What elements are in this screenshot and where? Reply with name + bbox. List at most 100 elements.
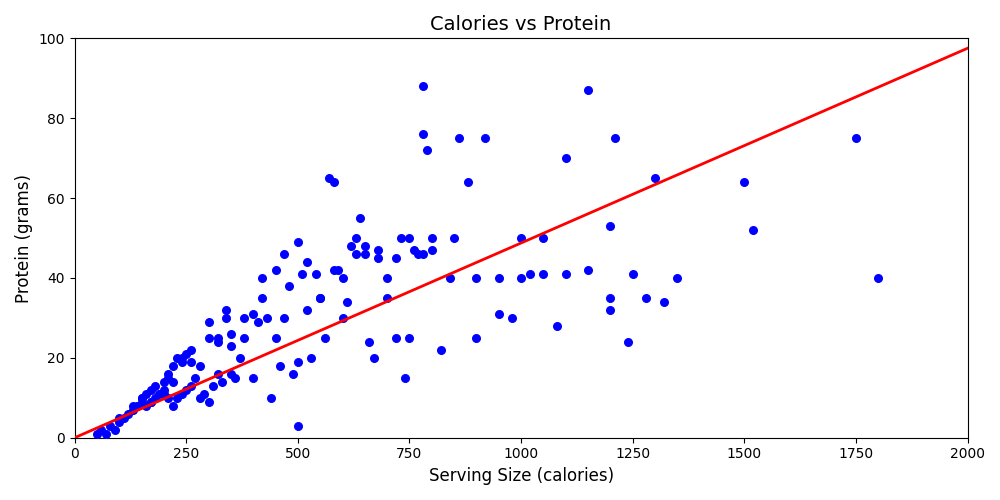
Point: [352, 214, 368, 222]
Point: [210, 334, 226, 342]
Point: [580, 266, 596, 274]
Point: [183, 382, 199, 390]
Point: [326, 266, 342, 274]
Point: [558, 270, 574, 278]
Point: [268, 266, 284, 274]
Point: [410, 250, 426, 258]
Point: [504, 314, 520, 322]
Point: [178, 350, 194, 358]
Point: [580, 86, 596, 94]
Point: [165, 362, 181, 370]
Point: [147, 382, 163, 390]
Point: [138, 390, 154, 398]
Point: [165, 402, 181, 410]
Point: [321, 174, 337, 182]
Point: [107, 426, 123, 434]
Point: [343, 242, 359, 250]
Point: [401, 234, 417, 242]
Point: [468, 274, 484, 282]
Point: [326, 178, 342, 186]
Point: [638, 294, 654, 302]
Point: [446, 234, 462, 242]
Point: [134, 398, 150, 406]
Point: [433, 346, 449, 354]
Point: [214, 378, 230, 386]
Point: [312, 294, 328, 302]
Point: [218, 314, 234, 322]
Point: [299, 258, 315, 266]
Point: [348, 250, 364, 258]
Point: [424, 234, 440, 242]
Point: [388, 254, 404, 262]
Point: [285, 370, 301, 378]
Point: [348, 234, 364, 242]
Point: [120, 410, 136, 418]
Point: [317, 334, 333, 342]
Point: [268, 334, 284, 342]
Point: [223, 342, 239, 350]
Point: [232, 354, 248, 362]
Point: [870, 274, 886, 282]
Point: [250, 318, 266, 326]
Point: [549, 322, 565, 330]
Point: [607, 134, 623, 142]
Point: [477, 134, 493, 142]
Point: [379, 294, 395, 302]
Point: [415, 82, 431, 90]
Point: [125, 402, 141, 410]
Point: [160, 370, 176, 378]
Point: [236, 334, 252, 342]
Point: [625, 270, 641, 278]
X-axis label: Serving Size (calories): Serving Size (calories): [429, 467, 614, 485]
Point: [451, 134, 467, 142]
Point: [223, 330, 239, 338]
Point: [125, 406, 141, 414]
Point: [535, 270, 551, 278]
Point: [522, 270, 538, 278]
Point: [205, 382, 221, 390]
Point: [330, 266, 346, 274]
Point: [281, 282, 297, 290]
Point: [111, 418, 127, 426]
Point: [290, 238, 306, 246]
Point: [379, 274, 395, 282]
Point: [602, 294, 618, 302]
Y-axis label: Protein (grams): Protein (grams): [15, 174, 33, 302]
Point: [143, 386, 159, 394]
Point: [419, 146, 435, 154]
Point: [259, 314, 275, 322]
Point: [669, 274, 685, 282]
Point: [116, 414, 132, 422]
Point: [513, 234, 529, 242]
Point: [535, 234, 551, 242]
Point: [312, 294, 328, 302]
Point: [370, 246, 386, 254]
Point: [169, 354, 185, 362]
Point: [134, 394, 150, 402]
Point: [174, 390, 190, 398]
Title: Calories vs Protein: Calories vs Protein: [430, 15, 612, 34]
Point: [513, 274, 529, 282]
Point: [236, 314, 252, 322]
Point: [210, 338, 226, 346]
Point: [111, 414, 127, 422]
Point: [276, 314, 292, 322]
Point: [245, 374, 261, 382]
Point: [401, 334, 417, 342]
Point: [397, 374, 413, 382]
Point: [227, 374, 243, 382]
Point: [424, 246, 440, 254]
Point: [406, 246, 422, 254]
Point: [290, 422, 306, 430]
Point: [218, 306, 234, 314]
Point: [388, 334, 404, 342]
Point: [223, 370, 239, 378]
Point: [303, 354, 319, 362]
Point: [370, 254, 386, 262]
Point: [134, 394, 150, 402]
Point: [169, 394, 185, 402]
Point: [272, 362, 288, 370]
Point: [468, 334, 484, 342]
Point: [192, 362, 208, 370]
Point: [263, 394, 279, 402]
